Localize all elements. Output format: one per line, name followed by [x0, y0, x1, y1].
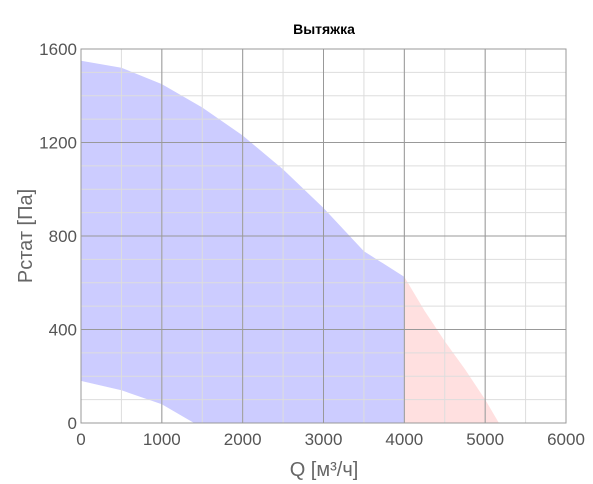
major-grid — [80, 48, 567, 424]
x-tick-label: 0 — [76, 430, 85, 449]
x-tick-label: 5000 — [466, 430, 504, 449]
y-tick-label: 1200 — [39, 134, 77, 153]
plot-frame — [80, 48, 567, 424]
chart-title: Вытяжка — [293, 21, 355, 37]
y-axis-title: Рстат [Па] — [15, 189, 37, 283]
x-tick-label: 2000 — [224, 430, 262, 449]
x-tick-label: 6000 — [547, 430, 585, 449]
y-tick-label: 800 — [49, 227, 77, 246]
y-tick-labels: 0 400 800 1200 1600 — [39, 40, 77, 433]
x-tick-label: 1000 — [143, 430, 181, 449]
plot-regions — [81, 60, 499, 423]
region-1 — [404, 276, 499, 423]
y-tick-label: 0 — [68, 414, 77, 433]
x-tick-label: 3000 — [305, 430, 343, 449]
x-tick-label: 4000 — [385, 430, 423, 449]
x-tick-labels: 0 1000 2000 3000 4000 5000 6000 — [76, 430, 585, 449]
y-tick-label: 400 — [49, 321, 77, 340]
y-tick-label: 1600 — [39, 40, 77, 59]
x-axis-title: Q [м³/ч] — [290, 459, 359, 481]
